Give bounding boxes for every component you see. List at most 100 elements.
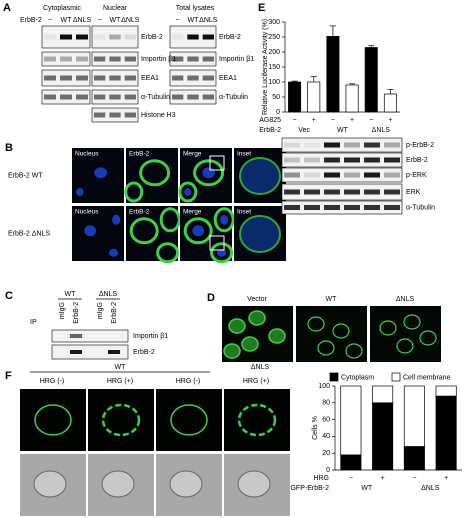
gel-band (124, 94, 136, 100)
lane-label: ErbB-2 (111, 302, 118, 324)
lane-label: ErbB-2 (73, 302, 80, 324)
lane-label: ΔNLS (121, 17, 140, 24)
gel-band (202, 34, 214, 40)
legend-label: Cell membrane (403, 374, 451, 381)
nucleus (220, 214, 229, 225)
gel-band (304, 205, 320, 210)
gel-band (124, 56, 136, 62)
x-tick-label: − (293, 117, 297, 124)
gel-band (60, 94, 72, 100)
bar-segment (340, 385, 362, 456)
gel-band (76, 56, 88, 62)
ip-label: IP (30, 319, 37, 326)
x-tick-label: − (331, 117, 335, 124)
cell (178, 181, 198, 203)
panel-letter: D (207, 292, 215, 304)
blot-label: p-ERK (406, 172, 427, 179)
blot-label: Importin β1 (141, 56, 176, 63)
inset-box (209, 155, 225, 171)
y-tick-label: 50 (272, 94, 280, 101)
cell (403, 314, 421, 330)
cell (210, 242, 234, 264)
lane-label: mIgG (59, 302, 66, 319)
y-tick-label: 20 (322, 450, 330, 457)
cell (169, 470, 203, 498)
gel-band (384, 157, 400, 163)
legend-label: Cytoplasm (341, 374, 374, 381)
cell (156, 242, 180, 264)
gel-band (44, 75, 56, 81)
lane-label: − (176, 17, 180, 24)
condition-label: HRG (+) (107, 378, 133, 385)
gel-band (76, 75, 88, 81)
cell (223, 343, 241, 359)
gel-band (94, 75, 106, 81)
cell (183, 217, 213, 245)
cell (129, 217, 159, 245)
gel-band (284, 157, 300, 163)
x-tick-label: + (350, 117, 354, 124)
image-label: Inset (237, 151, 251, 158)
gel-band (60, 75, 72, 81)
cell (228, 318, 246, 334)
blot-label: α-Tubulin (406, 204, 435, 211)
blot-label: EEA1 (219, 75, 237, 82)
blot (281, 200, 403, 215)
nucleus (109, 248, 119, 257)
column-header: Cytoplasmic (43, 5, 82, 12)
legend-swatch (391, 372, 401, 382)
gel-band (108, 350, 120, 354)
y-axis-label: Cells % (312, 416, 319, 440)
image-label: Inset (237, 209, 251, 216)
blot-label: ErbB-2 (219, 34, 241, 41)
cell (101, 403, 141, 437)
y-tick-label: 80 (322, 400, 330, 407)
gel-band (44, 34, 56, 40)
y-tick-label: 150 (268, 64, 280, 71)
gel-band (172, 56, 184, 62)
row-label: HRG (313, 475, 329, 482)
gel-band (324, 172, 340, 178)
group-label: WT (65, 291, 77, 298)
gel-band (284, 189, 300, 195)
cell (33, 470, 67, 498)
cell (239, 157, 281, 195)
panel-letter: B (5, 142, 13, 154)
blot-label: Importin β1 (219, 56, 254, 63)
micrograph (88, 389, 154, 451)
x-tick-label: − (369, 117, 373, 124)
column-header: Total lysates (176, 5, 215, 12)
x-tick-label: + (312, 117, 316, 124)
group-label: Vec (298, 127, 310, 134)
x-tick-label: + (388, 117, 392, 124)
panel-letter: F (5, 370, 12, 382)
gel-band (187, 75, 199, 81)
cell (345, 343, 363, 359)
gel-band (109, 112, 121, 118)
gel-band (384, 142, 400, 148)
lane-label: mIgG (97, 302, 104, 319)
gel-band (324, 142, 340, 148)
blot (51, 329, 129, 343)
gel-band (187, 34, 199, 40)
nucleus (202, 167, 215, 179)
condition-label: HRG (+) (243, 378, 269, 385)
cell (268, 328, 286, 344)
blot-label: EEA1 (141, 75, 159, 82)
y-tick-label: 250 (268, 34, 280, 41)
nucleus (112, 214, 121, 225)
gel-band (304, 172, 320, 178)
row-label: AG825 (259, 117, 281, 124)
bar-segment (403, 385, 425, 447)
cell (307, 316, 325, 332)
bar-segment (340, 454, 362, 471)
y-tick-label: 100 (268, 79, 280, 86)
image-label: Merge (183, 209, 202, 216)
gel-band (304, 157, 320, 163)
blot (91, 25, 139, 49)
blot (281, 167, 403, 183)
image-label: ErbB-2 (129, 151, 150, 158)
blot (281, 152, 403, 168)
gel-band (94, 112, 106, 118)
blot-label: ErbB-2 (406, 157, 428, 164)
